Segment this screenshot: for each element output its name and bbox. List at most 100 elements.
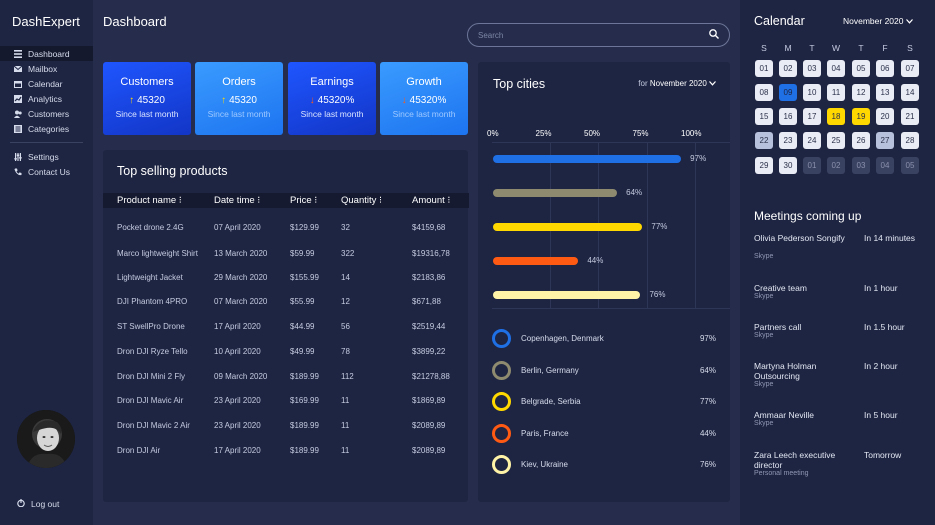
calendar-day[interactable]: 19 [852, 108, 870, 125]
chevron-down-icon [709, 79, 716, 88]
calendar-day[interactable]: 20 [876, 108, 894, 125]
calendar-day[interactable]: 18 [827, 108, 845, 125]
stat-card-orders[interactable]: Orders ↑ 45320 Since last month [195, 62, 283, 135]
sidebar-item-analytics[interactable]: Analytics [0, 91, 93, 106]
bar-belgrade[interactable] [493, 223, 643, 231]
logout-label: Log out [31, 499, 60, 509]
product-name: DJI Phantom 4PRO [117, 297, 188, 306]
calendar-day[interactable]: 11 [827, 84, 845, 101]
bar-value-label: 64% [626, 188, 643, 197]
calendar-day[interactable]: 06 [876, 60, 894, 77]
meeting-time: In 5 hour [864, 410, 898, 420]
avatar[interactable] [17, 410, 75, 468]
product-quantity: 14 [341, 273, 350, 282]
calendar-day[interactable]: 10 [803, 84, 821, 101]
calendar-day[interactable]: 14 [901, 84, 919, 101]
calendar-day[interactable]: 28 [901, 132, 919, 149]
calendar-day[interactable]: 02 [779, 60, 797, 77]
sidebar-item-label: Settings [28, 151, 59, 162]
column-header-amount[interactable]: Amount ⁝ [412, 195, 451, 206]
calendar-day[interactable]: 13 [876, 84, 894, 101]
bar-berlin[interactable] [493, 189, 618, 197]
filter-value: November 2020 [649, 79, 707, 88]
calendar-day[interactable]: 03 [852, 157, 870, 174]
calendar-day[interactable]: 08 [755, 84, 773, 101]
calendar-day[interactable]: 30 [779, 157, 797, 174]
calendar-day[interactable]: 04 [827, 60, 845, 77]
arrow-down-icon: ↓ [401, 95, 407, 106]
calendar-day[interactable]: 27 [876, 132, 894, 149]
calendar-day[interactable]: 23 [779, 132, 797, 149]
bar-value-label: 44% [587, 256, 604, 265]
city-ring-icon [492, 454, 511, 474]
calendar-day[interactable]: 17 [803, 108, 821, 125]
city-legend-item[interactable]: Berlin, Germany 64% [492, 360, 716, 380]
stat-value: 45320 [229, 95, 257, 106]
stat-card-earnings[interactable]: Earnings ↓ 45320% Since last month [288, 62, 376, 135]
calendar-day[interactable]: 29 [755, 157, 773, 174]
bar-copenhagen[interactable] [493, 155, 682, 163]
product-quantity: 12 [341, 297, 350, 306]
calendar-day[interactable]: 26 [852, 132, 870, 149]
products-table-header: Product name ⁝ Date time ⁝ Price ⁝ Quant… [103, 193, 469, 208]
month-filter-dropdown[interactable]: for November 2020 [638, 79, 716, 88]
weekday-label: S [907, 43, 913, 53]
city-legend-item[interactable]: Kiev, Ukraine 76% [492, 454, 716, 474]
users-icon [14, 110, 22, 118]
sidebar-item-customers[interactable]: Customers [0, 106, 93, 121]
sidebar-item-calendar[interactable]: Calendar [0, 76, 93, 91]
calendar-day[interactable]: 24 [803, 132, 821, 149]
calendar-day[interactable]: 21 [901, 108, 919, 125]
sidebar-item-contact-us[interactable]: Contact Us [0, 164, 93, 179]
city-legend-item[interactable]: Paris, France 44% [492, 423, 716, 443]
meeting-name: Partners call [754, 322, 802, 332]
calendar-day[interactable]: 04 [876, 157, 894, 174]
city-percent: 44% [699, 428, 716, 438]
bar-kiev[interactable] [493, 291, 641, 299]
meeting-name: Martyna Holman Outsourcing [754, 361, 817, 381]
column-header-quantity[interactable]: Quantity ⁝ [341, 195, 383, 206]
column-header-date-time[interactable]: Date time ⁝ [214, 195, 261, 206]
mail-icon [14, 65, 22, 73]
calendar-day[interactable]: 05 [852, 60, 870, 77]
stat-subtitle: Since last month [115, 109, 179, 119]
calendar-day[interactable]: 15 [755, 108, 773, 125]
gridline [695, 143, 696, 308]
calendar-day[interactable]: 03 [803, 60, 821, 77]
calendar-day[interactable]: 01 [803, 157, 821, 174]
calendar-month-selector[interactable]: November 2020 [843, 16, 913, 26]
calendar-day[interactable]: 12 [852, 84, 870, 101]
logout-button[interactable]: Log out [17, 499, 59, 509]
city-legend-item[interactable]: Belgrade, Serbia 77% [492, 391, 716, 411]
calendar-day[interactable]: 02 [827, 157, 845, 174]
sidebar-item-categories[interactable]: Categories [0, 121, 93, 136]
calendar-day[interactable]: 05 [901, 157, 919, 174]
product-name: Marco lightweight Shirt [117, 249, 198, 258]
sidebar-item-dashboard[interactable]: Dashboard [0, 46, 93, 61]
city-percent: 97% [699, 333, 716, 343]
city-legend-item[interactable]: Copenhagen, Denmark 97% [492, 328, 716, 348]
meeting-name: Ammaar Neville [754, 410, 814, 420]
sidebar-item-settings[interactable]: Settings [0, 149, 93, 164]
product-price: $44.99 [290, 322, 315, 331]
calendar-day[interactable]: 22 [755, 132, 773, 149]
arrow-up-icon: ↑ [221, 95, 227, 106]
x-tick-label: 0% [487, 129, 499, 138]
calendar-day[interactable]: 25 [827, 132, 845, 149]
bar-paris[interactable] [493, 257, 579, 265]
calendar-day[interactable]: 01 [755, 60, 773, 77]
stat-card-customers[interactable]: Customers ↑ 45320 Since last month [103, 62, 191, 135]
calendar-day[interactable]: 07 [901, 60, 919, 77]
column-header-price[interactable]: Price ⁝ [290, 195, 318, 206]
calendar-day[interactable]: 09 [779, 84, 797, 101]
meeting-time: Tomorrow [864, 450, 902, 460]
top-cities-panel: Top cities for November 2020 0% 25% 50% 75%… [478, 62, 730, 502]
column-header-product-name[interactable]: Product name ⁝ [117, 195, 182, 206]
stat-card-growth[interactable]: Growth ↓ 45320% Since last month [380, 62, 468, 135]
search-input[interactable] [478, 30, 709, 40]
sidebar-item-mailbox[interactable]: Mailbox [0, 61, 93, 76]
stat-subtitle: Since last month [392, 109, 456, 119]
calendar-day[interactable]: 16 [779, 108, 797, 125]
search-icon[interactable] [709, 26, 719, 44]
sidebar-item-label: Calendar [28, 78, 63, 89]
